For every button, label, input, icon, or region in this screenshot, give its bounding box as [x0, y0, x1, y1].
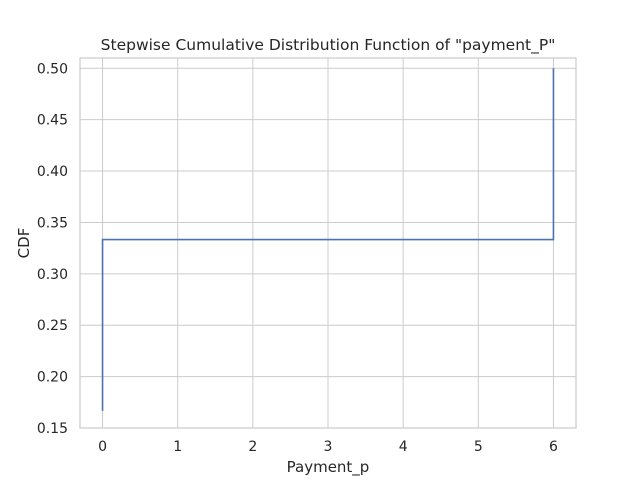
x-tick-label: 1: [173, 439, 182, 455]
x-tick-label: 6: [549, 439, 558, 455]
y-tick-labels: 0.15 0.20 0.25 0.30 0.35 0.40 0.45 0.50: [37, 61, 68, 437]
chart-title: Stepwise Cumulative Distribution Functio…: [101, 36, 556, 55]
y-tick-label: 0.35: [37, 215, 68, 231]
y-tick-label: 0.40: [37, 164, 68, 180]
x-tick-labels: 0 1 2 3 4 5 6: [98, 439, 558, 455]
x-axis-label: Payment_p: [287, 458, 370, 477]
plot-frame: [79, 57, 577, 429]
y-tick-label: 0.25: [37, 318, 68, 334]
y-tick-label: 0.30: [37, 267, 68, 283]
cdf-step-line: [101, 68, 555, 411]
y-axis-label: CDF: [15, 228, 33, 259]
x-tick-label: 3: [324, 439, 333, 455]
series-group: [101, 68, 555, 411]
y-tick-label: 0.15: [37, 421, 68, 437]
x-tick-label: 2: [248, 439, 257, 455]
y-tick-label: 0.50: [37, 61, 68, 77]
y-tick-label: 0.20: [37, 370, 68, 386]
x-tick-label: 0: [98, 439, 107, 455]
y-tick-label: 0.45: [37, 113, 68, 129]
x-tick-label: 4: [399, 439, 408, 455]
x-tick-label: 5: [474, 439, 483, 455]
